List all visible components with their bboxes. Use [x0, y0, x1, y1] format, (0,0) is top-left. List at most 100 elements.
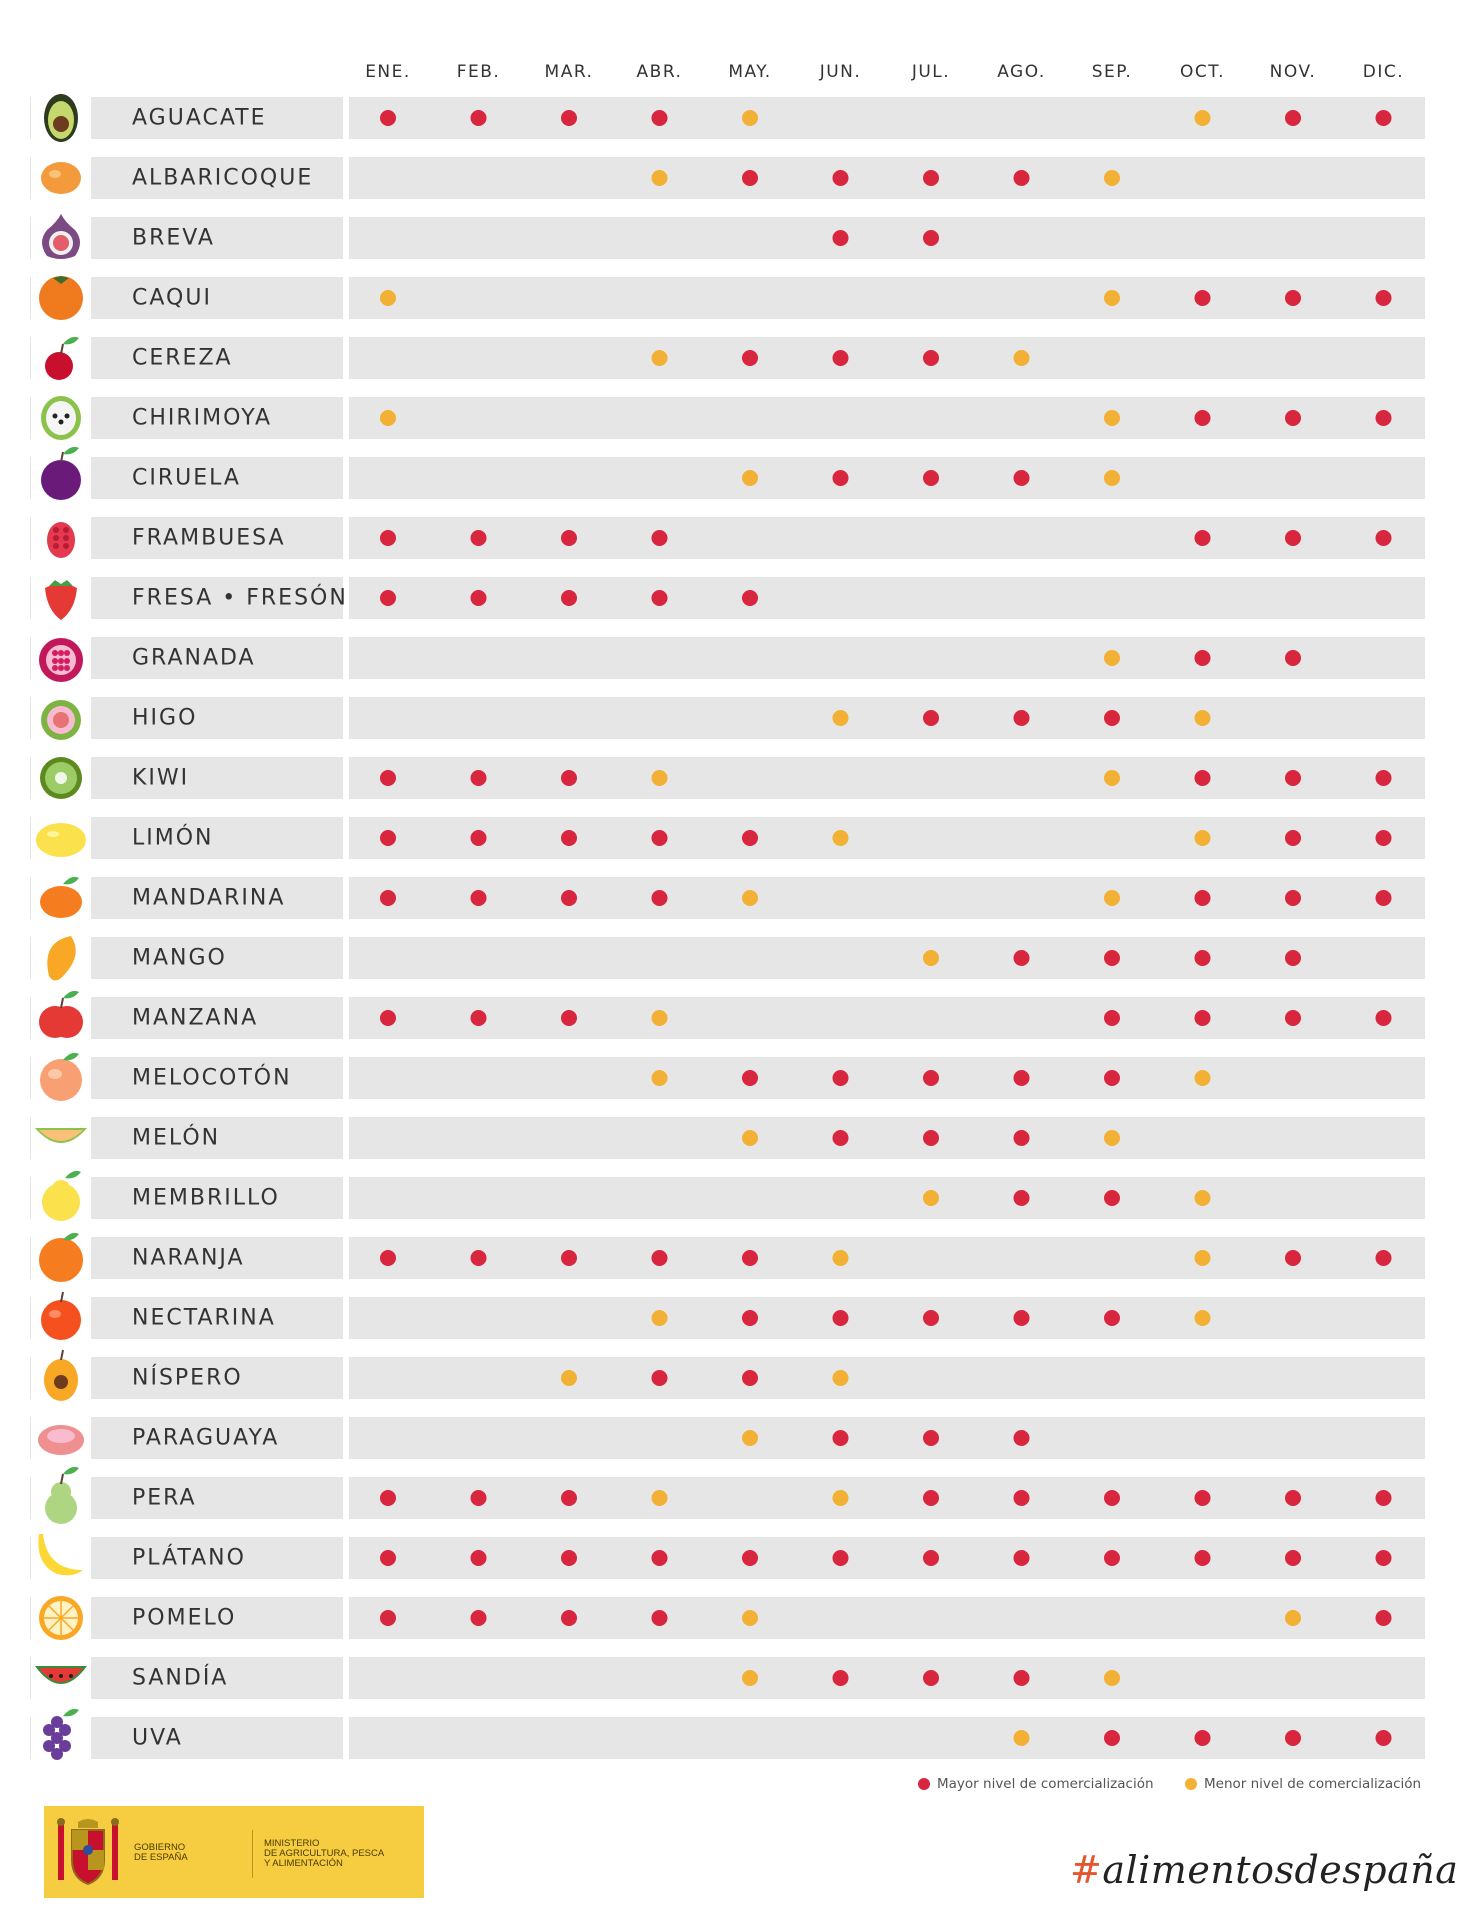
month-label: NOV.: [1270, 62, 1317, 82]
low-level-dot: [651, 1310, 668, 1326]
pear-icon: [31, 1466, 91, 1528]
high-level-dot: [1285, 770, 1301, 786]
grapefruit-icon: [31, 1588, 91, 1648]
mandarin-icon: [31, 868, 91, 928]
high-level-dot: [832, 1550, 849, 1566]
loquat-icon: [31, 1348, 91, 1408]
hashtag-text: alimentosdespaña: [1102, 1848, 1459, 1892]
high-level-dot: [1285, 1490, 1301, 1506]
low-level-dot: [1104, 650, 1120, 666]
low-level-dot: [742, 1130, 758, 1146]
raspberry-icon: [31, 508, 91, 568]
low-level-dot: [651, 170, 668, 186]
high-level-dot: [923, 1430, 939, 1446]
strawberry-icon: [31, 568, 91, 628]
low-level-dot: [742, 1430, 758, 1446]
month-label: ENE.: [365, 62, 411, 82]
legend-swatch: [918, 1778, 930, 1790]
low-level-dot: [1104, 470, 1120, 486]
peach-icon: [31, 1048, 91, 1108]
high-level-dot: [1194, 410, 1211, 426]
fruit-name: POMELO: [132, 1606, 236, 1631]
low-level-dot: [923, 950, 939, 966]
high-level-dot: [1375, 1730, 1392, 1746]
fruit-row: UVA: [30, 1708, 1425, 1768]
high-level-dot: [1013, 1310, 1030, 1326]
high-level-dot: [923, 1550, 939, 1566]
high-level-dot: [832, 1670, 849, 1686]
high-level-dot: [470, 590, 487, 606]
row-months-background: [349, 1717, 1425, 1759]
month-label: JUN.: [819, 62, 862, 82]
high-level-dot: [1104, 1310, 1120, 1326]
fruit-row: PARAGUAYA: [30, 1408, 1425, 1468]
fruit-row: CHIRIMOYA: [30, 388, 1425, 448]
high-level-dot: [561, 1490, 577, 1506]
high-level-dot: [1375, 110, 1392, 126]
row-months-background: [349, 757, 1425, 799]
low-level-dot: [380, 290, 396, 306]
fruit-row: CIRUELA: [30, 446, 1425, 508]
fruit-row: BREVA: [30, 208, 1425, 268]
low-level-dot: [1013, 1730, 1030, 1746]
high-level-dot: [470, 110, 487, 126]
high-level-dot: [1104, 1190, 1120, 1206]
legend-label: Mayor nivel de comercialización: [937, 1776, 1154, 1792]
legend-item: Mayor nivel de comercialización: [918, 1776, 1154, 1792]
fruit-name: CEREZA: [132, 346, 233, 371]
avocado-icon: [31, 88, 91, 148]
high-level-dot: [380, 1610, 396, 1626]
fruit-name: MANZANA: [132, 1006, 258, 1031]
high-level-dot: [470, 530, 487, 546]
high-level-dot: [1285, 410, 1301, 426]
fruit-name: SANDÍA: [132, 1665, 228, 1691]
fig-icon: [31, 688, 91, 748]
row-months-background: [349, 877, 1425, 919]
high-level-dot: [561, 830, 577, 846]
high-level-dot: [651, 110, 668, 126]
month-label: DIC.: [1363, 62, 1404, 82]
high-level-dot: [1375, 530, 1392, 546]
nectarine-icon: [31, 1288, 91, 1348]
apple-icon: [31, 988, 91, 1048]
fruit-row: LIMÓN: [30, 808, 1425, 868]
month-label: ABR.: [637, 62, 683, 82]
high-level-dot: [832, 1130, 849, 1146]
high-level-dot: [1285, 1250, 1301, 1266]
fruit-row: PLÁTANO: [30, 1528, 1425, 1588]
high-level-dot: [380, 590, 396, 606]
high-level-dot: [1194, 1010, 1211, 1026]
high-level-dot: [742, 170, 758, 186]
high-level-dot: [1285, 890, 1301, 906]
high-level-dot: [1375, 770, 1392, 786]
row-months-background: [349, 1297, 1425, 1339]
ministerio-text: MINISTERIO DE AGRICULTURA, PESCA Y ALIME…: [264, 1838, 385, 1869]
fruit-name: MEMBRILLO: [132, 1186, 280, 1211]
high-level-dot: [1104, 1730, 1120, 1746]
high-level-dot: [1285, 650, 1301, 666]
high-level-dot: [1104, 1490, 1120, 1506]
high-level-dot: [923, 230, 939, 246]
high-level-dot: [1285, 530, 1301, 546]
low-level-dot: [832, 830, 849, 846]
high-level-dot: [1285, 830, 1301, 846]
month-label: OCT.: [1180, 62, 1225, 82]
hash-symbol: #: [1070, 1848, 1103, 1892]
high-level-dot: [742, 1310, 758, 1326]
high-level-dot: [561, 110, 577, 126]
high-level-dot: [832, 1310, 849, 1326]
month-label: SEP.: [1092, 62, 1133, 82]
fruit-name: FRESA • FRESÓN: [132, 585, 348, 611]
high-level-dot: [1194, 890, 1211, 906]
low-level-dot: [1104, 1670, 1120, 1686]
mango-icon: [31, 928, 91, 988]
high-level-dot: [561, 530, 577, 546]
high-level-dot: [1013, 710, 1030, 726]
row-months-background: [349, 1477, 1425, 1519]
high-level-dot: [923, 1310, 939, 1326]
row-months-background: [349, 277, 1425, 319]
low-level-dot: [1104, 770, 1120, 786]
high-level-dot: [651, 530, 668, 546]
low-level-dot: [651, 770, 668, 786]
high-level-dot: [1013, 950, 1030, 966]
